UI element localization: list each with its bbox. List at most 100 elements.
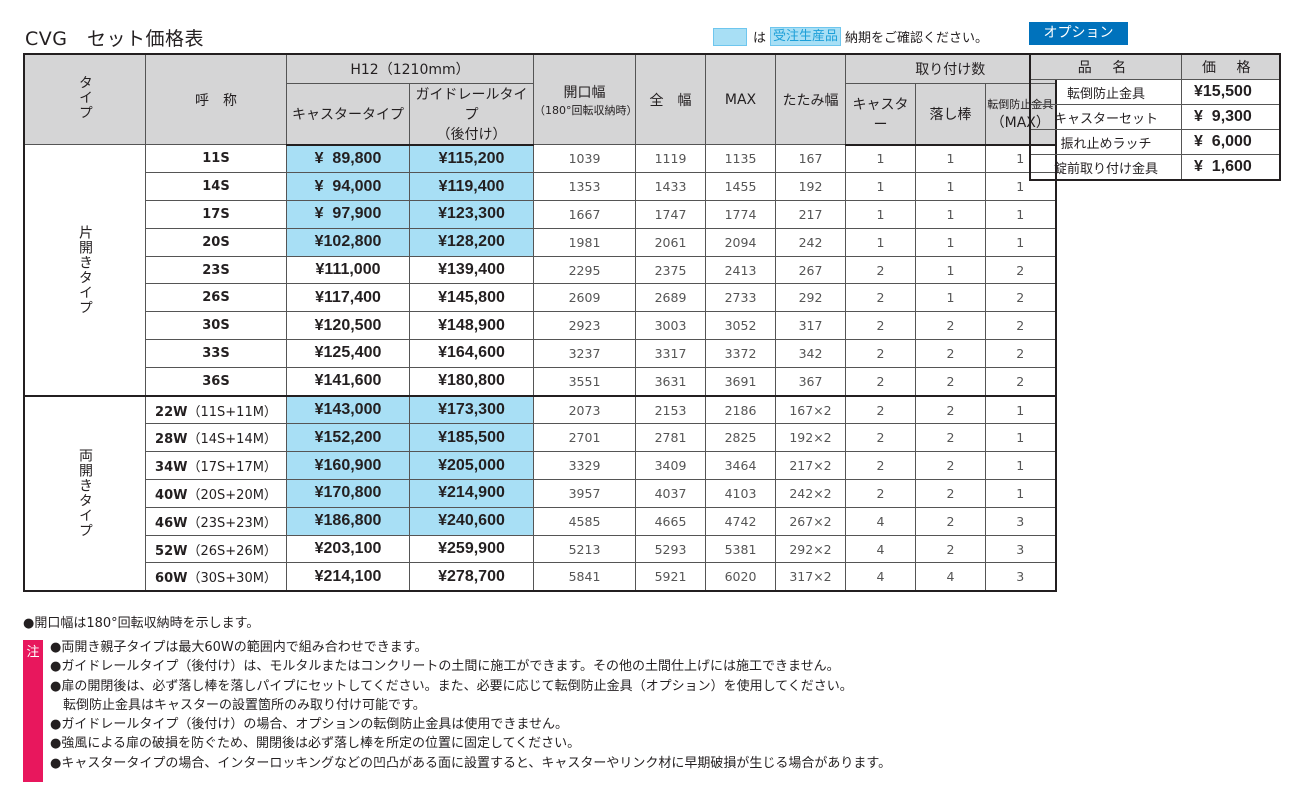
- caster-type-price: ¥170,800: [286, 479, 410, 508]
- option-price: ¥ 6,000: [1181, 129, 1280, 155]
- model-name: 33S: [145, 339, 287, 368]
- cell-anti: 2: [985, 366, 1056, 397]
- cell-opening: 2923: [533, 311, 636, 341]
- cell-caster: 2: [845, 311, 916, 341]
- table-row: 17S ¥ 97,900 ¥123,300 1667 1747 1774 217 1 1 1: [24, 200, 1056, 229]
- option-price: ¥15,500: [1181, 79, 1280, 105]
- table-row: 23S ¥111,000 ¥139,400 2295 2375 2413 267 2 1 2: [24, 255, 1056, 285]
- table-row: 34W（17S+17M） ¥160,900 ¥205,000 3329 3409 3464…: [24, 451, 1056, 481]
- cell-anti: 2: [985, 311, 1056, 341]
- cell-rod: 2: [915, 451, 986, 481]
- option-row: 振れ止めラッチ ¥ 6,000: [1029, 129, 1280, 155]
- caster-type-price: ¥143,000: [286, 394, 410, 425]
- caster-type-price: ¥203,100: [286, 534, 410, 564]
- cell-folded: 242: [775, 227, 846, 257]
- cell-rod: 2: [915, 339, 986, 368]
- caution-note: ●ガイドレールタイプ（後付け）は、モルタルまたはコンクリートの土間に施工ができま…: [50, 659, 840, 675]
- cell-width: 2153: [635, 394, 706, 425]
- table-row: 46W（23S+23M） ¥186,800 ¥240,600 4585 4665 4742…: [24, 506, 1056, 536]
- cell-max: 5381: [705, 534, 776, 564]
- cell-rod: 2: [915, 534, 986, 564]
- options-table: 品 名 価 格 転倒防止金具 ¥15,500 キャスターセット ¥ 9,300 振れ…: [1029, 53, 1281, 181]
- cell-opening: 2609: [533, 283, 636, 313]
- type-label: 片開きタイプ: [23, 143, 146, 397]
- cell-folded: 167: [775, 143, 846, 174]
- cell-width: 2061: [635, 227, 706, 257]
- cell-anti: 1: [985, 200, 1056, 229]
- option-name: 振れ止めラッチ: [1029, 129, 1182, 155]
- cell-rod: 4: [915, 562, 986, 592]
- header-folded-width: たたみ幅: [775, 53, 846, 145]
- cell-width: 2689: [635, 283, 706, 313]
- header-total-width: 全 幅: [635, 53, 706, 145]
- header-type: タイプ: [23, 53, 146, 145]
- model-name: 52W（26S+26M）: [145, 534, 287, 564]
- cell-folded: 167×2: [775, 394, 846, 425]
- caution-note: ●ガイドレールタイプ（後付け）の場合、オプションの転倒防止金具は使用できません。: [50, 717, 568, 733]
- type-label: 両開きタイプ: [23, 394, 146, 592]
- guide-rail-price: ¥148,900: [409, 311, 534, 341]
- made-to-order-tag: 受注生産品: [770, 27, 842, 46]
- cell-folded: 292: [775, 283, 846, 313]
- cell-opening: 4585: [533, 506, 636, 536]
- cell-anti: 3: [985, 506, 1056, 536]
- table-row: 28W（14S+14M） ¥152,200 ¥185,500 2701 2781 2825…: [24, 423, 1056, 453]
- cell-rod: 2: [915, 366, 986, 397]
- cell-width: 5921: [635, 562, 706, 592]
- cell-caster: 2: [845, 339, 916, 368]
- cell-opening: 1667: [533, 200, 636, 229]
- model-name: 34W（17S+17M）: [145, 451, 287, 481]
- options-col-name: 品 名: [1029, 53, 1182, 80]
- cell-max: 1455: [705, 172, 776, 202]
- options-heading: オプション: [1029, 22, 1128, 45]
- opening-note: ●開口幅は180°回転収納時を示します。: [23, 616, 260, 631]
- table-row: 33S ¥125,400 ¥164,600 3237 3317 3372 342 2 2 2: [24, 339, 1056, 368]
- caster-type-price: ¥117,400: [286, 283, 410, 313]
- cell-max: 2186: [705, 394, 776, 425]
- cell-caster: 2: [845, 451, 916, 481]
- cell-max: 4103: [705, 479, 776, 508]
- cell-opening: 2073: [533, 394, 636, 425]
- cell-opening: 1039: [533, 143, 636, 174]
- header-opening: 開口幅 （180°回転収納時）: [533, 53, 638, 145]
- header-mount-group: 取り付け数: [845, 53, 1056, 84]
- caster-type-price: ¥214,100: [286, 562, 410, 592]
- guide-rail-price: ¥259,900: [409, 534, 534, 564]
- cell-width: 2781: [635, 423, 706, 453]
- cell-caster: 1: [845, 200, 916, 229]
- caution-notes: ●両開き親子タイプは最大60Wの範囲内で組み合わせできます。 ●ガイドレールタイ…: [50, 638, 891, 773]
- cell-max: 2825: [705, 423, 776, 453]
- cell-opening: 1353: [533, 172, 636, 202]
- cell-width: 4665: [635, 506, 706, 536]
- cell-max: 4742: [705, 506, 776, 536]
- guide-rail-price: ¥180,800: [409, 366, 534, 397]
- cell-folded: 367: [775, 366, 846, 397]
- cell-folded: 217×2: [775, 451, 846, 481]
- cell-anti: 1: [985, 227, 1056, 257]
- cell-max: 3372: [705, 339, 776, 368]
- cell-anti: 2: [985, 255, 1056, 285]
- guide-rail-price: ¥164,600: [409, 339, 534, 368]
- model-name: 60W（30S+30M）: [145, 562, 287, 592]
- cell-anti: 1: [985, 394, 1056, 425]
- cell-opening: 3551: [533, 366, 636, 397]
- cell-opening: 5213: [533, 534, 636, 564]
- model-name: 11S: [145, 143, 287, 174]
- guide-rail-price: ¥123,300: [409, 200, 534, 229]
- caution-note: ●強風による扉の破損を防ぐため、開閉後は必ず落し棒を所定の位置に固定してください…: [50, 736, 581, 752]
- page-title: CVG セット価格表: [25, 28, 204, 50]
- cell-width: 3631: [635, 366, 706, 397]
- cell-width: 1119: [635, 143, 706, 174]
- cell-rod: 2: [915, 394, 986, 425]
- cell-anti: 2: [985, 339, 1056, 368]
- option-row: キャスターセット ¥ 9,300: [1029, 104, 1280, 130]
- cell-caster: 2: [845, 423, 916, 453]
- table-row: 20S ¥102,800 ¥128,200 1981 2061 2094 242 1 1 1: [24, 227, 1056, 257]
- guide-rail-price: ¥173,300: [409, 394, 534, 425]
- option-name: キャスターセット: [1029, 104, 1182, 130]
- table-row: 30S ¥120,500 ¥148,900 2923 3003 3052 317 2 2 2: [24, 311, 1056, 341]
- cell-width: 3409: [635, 451, 706, 481]
- caution-badge: 注: [23, 640, 43, 782]
- guide-rail-price: ¥278,700: [409, 562, 534, 592]
- cell-opening: 3329: [533, 451, 636, 481]
